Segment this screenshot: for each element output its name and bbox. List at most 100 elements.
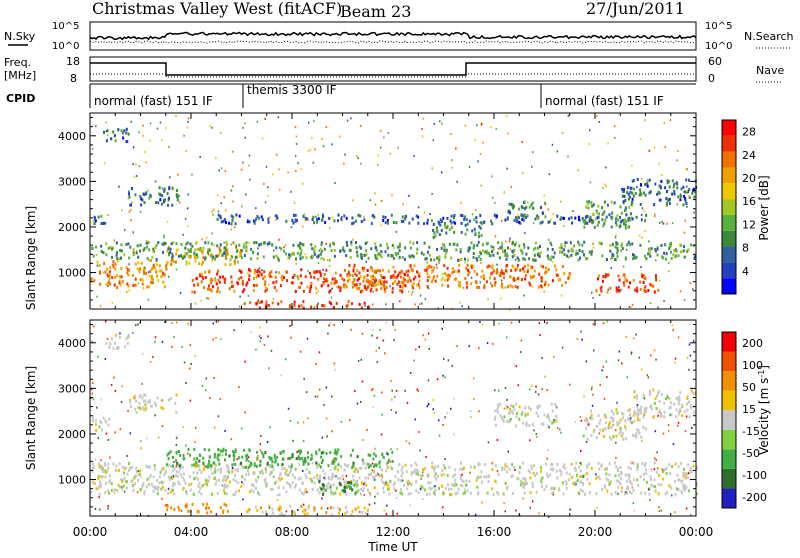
velocity-cell — [642, 415, 645, 419]
power-cell — [113, 283, 116, 287]
power-cell — [343, 285, 346, 289]
power-cell — [189, 250, 192, 254]
power-cell — [632, 279, 635, 282]
power-cell — [628, 205, 631, 209]
power-cell — [527, 246, 530, 250]
power-cell — [438, 258, 441, 262]
power-cell — [267, 283, 270, 286]
power-cell — [502, 250, 504, 254]
velocity-cell — [187, 452, 189, 455]
velocity-cell — [114, 333, 117, 337]
velocity-cell — [214, 470, 217, 473]
velocity-cell — [593, 349, 595, 352]
power-cell — [262, 277, 265, 281]
velocity-cell — [170, 506, 173, 510]
velocity-cell — [309, 457, 312, 461]
power-cell — [120, 243, 123, 247]
velocity-cell — [580, 330, 582, 333]
power-cell — [233, 259, 236, 263]
colorbar-tick-label: -15 — [742, 425, 760, 438]
velocity-cell — [172, 488, 175, 492]
power-cell — [318, 249, 320, 252]
power-cell — [377, 282, 380, 286]
power-cell — [515, 278, 518, 281]
figure-title: Christmas Valley West (fitACF) — [92, 0, 342, 18]
power-cell — [169, 250, 171, 254]
power-cell — [261, 300, 264, 304]
power-cell — [568, 255, 570, 259]
power-cell — [224, 218, 227, 221]
velocity-cell — [452, 475, 454, 478]
velocity-cell — [350, 479, 352, 483]
power-cell — [524, 273, 527, 277]
velocity-cell — [221, 484, 224, 487]
velocity-cell — [395, 411, 397, 414]
velocity-cell — [372, 470, 375, 474]
power-cell — [370, 279, 373, 283]
power-cell — [679, 243, 682, 247]
velocity-cell — [469, 491, 472, 495]
power-cell — [436, 266, 438, 269]
power-cell — [421, 135, 424, 138]
power-cell — [360, 124, 362, 127]
power-cell — [627, 217, 630, 221]
velocity-cell — [386, 464, 389, 468]
velocity-cell — [303, 512, 306, 516]
power-cell — [121, 280, 124, 284]
velocity-cell — [97, 355, 99, 358]
power-cell — [316, 303, 319, 307]
power-cell — [142, 287, 145, 290]
power-cell — [446, 216, 449, 220]
velocity-cell — [356, 402, 359, 405]
power-cell — [590, 218, 593, 222]
velocity-cell — [492, 343, 494, 345]
power-cell — [427, 265, 430, 269]
power-cell — [355, 273, 358, 277]
velocity-cell — [575, 479, 578, 483]
power-cell — [160, 269, 163, 273]
power-cell — [640, 178, 643, 181]
power-cell — [185, 260, 188, 264]
velocity-cell — [408, 482, 411, 485]
power-cell — [431, 280, 433, 284]
velocity-cell — [425, 455, 427, 458]
velocity-cell — [628, 408, 631, 412]
velocity-cell — [271, 465, 274, 468]
power-cell — [613, 257, 616, 261]
velocity-cell — [409, 372, 412, 374]
power-cell — [120, 275, 123, 279]
velocity-cell — [198, 464, 201, 468]
velocity-cell — [98, 496, 100, 499]
velocity-cell — [177, 470, 180, 474]
power-cell — [646, 182, 649, 185]
power-cell — [398, 249, 401, 253]
power-cell — [444, 226, 447, 230]
velocity-cell — [159, 471, 162, 474]
power-cell — [623, 187, 626, 191]
power-cell — [480, 234, 483, 237]
power-cell — [645, 213, 648, 217]
velocity-cell — [556, 406, 558, 409]
power-cell — [265, 286, 268, 290]
power-cell — [632, 194, 635, 198]
velocity-cell — [225, 452, 227, 456]
velocity-cell — [629, 467, 632, 471]
power-cell — [109, 266, 112, 270]
velocity-cell — [518, 405, 521, 409]
velocity-cell — [462, 492, 465, 496]
power-cell — [456, 270, 459, 274]
power-cell — [682, 185, 685, 189]
power-cell — [430, 265, 433, 269]
velocity-cell — [196, 510, 199, 513]
velocity-cell — [627, 417, 629, 421]
power-cell — [132, 273, 134, 277]
velocity-cell — [364, 476, 367, 480]
power-cell — [616, 246, 619, 250]
power-cell — [400, 220, 403, 223]
velocity-cell — [226, 469, 229, 473]
velocity-cell — [164, 504, 167, 507]
power-cell — [568, 271, 571, 275]
velocity-cell — [138, 395, 141, 399]
power-cell — [358, 303, 361, 306]
velocity-cell — [621, 362, 623, 365]
